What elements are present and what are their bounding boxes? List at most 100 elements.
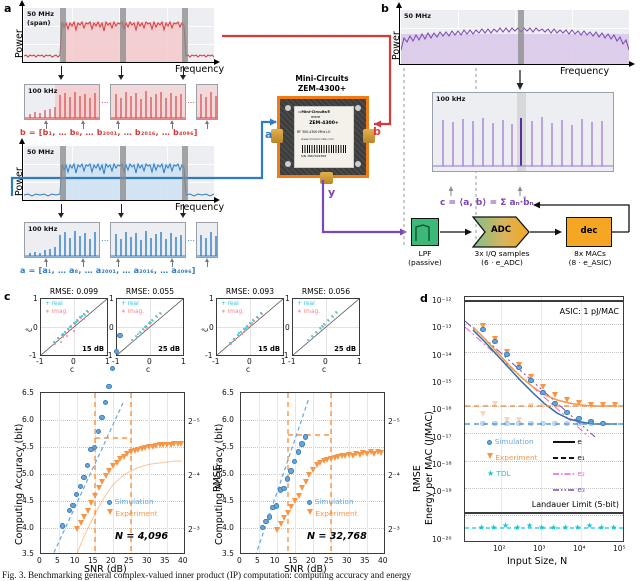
scatter-1-xtick-right: 1 bbox=[105, 357, 110, 366]
scatter-1-ytick-top: 1 bbox=[33, 294, 38, 303]
scatter-3-xlabel: c bbox=[246, 365, 251, 374]
panel-b-xlabel: Frequency bbox=[560, 66, 610, 77]
chart-1-ytick-5: 6.0 bbox=[22, 415, 34, 424]
chart-2-ylabel: Computing Accuracy (bit) bbox=[214, 423, 225, 545]
chart-2-xtick-2: 10 bbox=[270, 556, 280, 565]
panel-a-bottom-xlabel: Frequency bbox=[175, 202, 225, 213]
chart-2-xtick-6: 30 bbox=[342, 556, 352, 565]
chart-2-y2label: RMSE bbox=[412, 465, 423, 492]
panel-a-zoom-box-1: 100 kHz bbox=[24, 84, 100, 120]
chart-2-ytick-4: 5.5 bbox=[222, 442, 234, 451]
scatter-4-xtick-mid: 0 bbox=[323, 357, 328, 366]
scatter-plot-2: + real ∗ imag. 25 dB bbox=[116, 298, 184, 356]
chart-2-ytick-1: 4.0 bbox=[222, 523, 234, 532]
panel-a-zoom-tag: 100 kHz bbox=[28, 87, 58, 95]
device-label-url: www.minicircuits.com bbox=[301, 137, 334, 141]
panel-a-bottom-span-tag: 50 MHz bbox=[27, 148, 54, 156]
chart-1-ytick-2: 4.5 bbox=[22, 496, 34, 505]
adc-sub2: (6 · e_ADC) bbox=[481, 258, 523, 267]
panel-d-legend-e2: e₂ bbox=[577, 469, 585, 478]
panel-d-xtick-2: 10⁴ bbox=[573, 544, 586, 553]
scatter-2-legend-imag: ∗ imag. bbox=[121, 309, 145, 315]
device-label-freq: RF 300-4300 MHz LO bbox=[297, 130, 331, 134]
chart-2-xtick-7: 35 bbox=[360, 556, 370, 565]
panel-c-letter: c bbox=[4, 290, 11, 303]
scatter-4-legend-real: + real bbox=[297, 301, 315, 307]
scatter-2-legend-real: + real bbox=[121, 301, 139, 307]
chart-2-y2tick-2: 2⁻⁵ bbox=[388, 417, 400, 426]
device-model: ZEM-4300+ bbox=[297, 84, 347, 93]
panel-a-top-span-tag: 50 MHz bbox=[27, 10, 54, 18]
scatter-1-snr-tag: 15 dB bbox=[82, 345, 104, 353]
vector-a-formula: a = [a₁, … a₈, … a₂₀₀₁, … a₂₀₁₆, … a₄₀₉₆… bbox=[20, 266, 196, 275]
scatter-2-xlabel: c bbox=[146, 365, 151, 374]
panel-d-ytick-3: 10⁻¹⁷ bbox=[432, 433, 452, 442]
lpf-block bbox=[411, 218, 439, 246]
scatter-4-ytick-mid: 0 bbox=[285, 323, 290, 332]
panel-d-ytick-4: 10⁻¹⁶ bbox=[432, 405, 452, 414]
dec-caption: 8x MACs (8 · e_ASIC) bbox=[552, 249, 628, 267]
scatter-3-legend-real: + real bbox=[221, 301, 239, 307]
panel-d-ytick-2: 10⁻¹⁸ bbox=[432, 460, 452, 469]
chart-1-ytick-6: 6.5 bbox=[22, 388, 34, 397]
scatter-4-xtick-right: 1 bbox=[357, 357, 362, 366]
dec-block: dec bbox=[566, 217, 612, 247]
scatter-3-title: RMSE: 0.093 bbox=[225, 287, 275, 296]
ellipsis-a1: ⋯ bbox=[101, 98, 109, 107]
chart-2-ytick-0: 3.5 bbox=[222, 549, 234, 558]
dec-label: dec bbox=[580, 226, 598, 236]
scatter-4-snr-tag: 25 dB bbox=[334, 345, 356, 353]
energy-chart: ★ ★ ★ ★ ★ ★ ★ ★ ★ ★ ★ ★ ASIC: 1 pJ/MAC L… bbox=[464, 296, 624, 542]
panel-d-xlabel: Input Size, N bbox=[507, 556, 568, 567]
chart-2-xlabel: SNR (dB) bbox=[284, 564, 327, 575]
scatter-3-legend-imag: ∗ imag. bbox=[221, 309, 245, 315]
panel-a-zoom-tag-2: 100 kHz bbox=[28, 225, 58, 233]
panel-d-ytick-8: 10⁻¹² bbox=[432, 296, 452, 305]
chart-1-ytick-1: 4.0 bbox=[22, 523, 34, 532]
adc-block: ADC bbox=[472, 216, 530, 248]
chart-2-xtick-4: 20 bbox=[306, 556, 316, 565]
scatter-4-ytick-bot: -1 bbox=[281, 351, 289, 360]
chart-1-xtick-0: 0 bbox=[37, 556, 42, 565]
chart-1-ylabel: Computing Accuracy (bit) bbox=[14, 423, 25, 545]
chart-1-ytick-3: 5.0 bbox=[22, 469, 34, 478]
panel-a-zoom-box-5 bbox=[110, 222, 186, 258]
scatter-4-title: RMSE: 0.056 bbox=[301, 287, 351, 296]
chart-2-xtick-0: 0 bbox=[237, 556, 242, 565]
chart-1-xtick-8: 40 bbox=[178, 556, 188, 565]
dec-sub2: (8 · e_ASIC) bbox=[568, 258, 612, 267]
chart-1-legend-sim: Simulation bbox=[114, 497, 154, 506]
chart-2-ytick-6: 6.5 bbox=[222, 388, 234, 397]
scatter-2-ytick-mid: 0 bbox=[109, 323, 114, 332]
scatter-3-ytick-bot: -1 bbox=[205, 351, 213, 360]
panel-d-legend-e1: e₁ bbox=[577, 453, 585, 462]
down-arrow-stem bbox=[61, 66, 63, 76]
scatter-3-ytick-mid: 0 bbox=[209, 323, 214, 332]
panel-a-zoom-box-3 bbox=[196, 84, 218, 120]
device-label-sn: S/N 1867402308 bbox=[301, 154, 327, 158]
scatter-1-xtick-left: -1 bbox=[36, 357, 44, 366]
scatter-3-ytick-top: 1 bbox=[209, 294, 214, 303]
lpf-label: LPF bbox=[418, 249, 432, 258]
accuracy-chart-2: Simulation Experiment N = 32,768 bbox=[240, 392, 385, 554]
panel-a-letter: a bbox=[4, 2, 12, 15]
scatter-2-snr-tag: 25 dB bbox=[158, 345, 180, 353]
panel-d-legend-e3: e₃ bbox=[577, 485, 585, 494]
panel-d-legend-tdl: TDL bbox=[496, 469, 511, 478]
scatter-3-xtick-right: 1 bbox=[281, 357, 286, 366]
port-b-label: b bbox=[373, 125, 381, 138]
panel-d-xtick-3: 10⁵ bbox=[613, 544, 626, 553]
ellipsis-a2: ⋯ bbox=[187, 98, 195, 107]
chart-2-legend-exp: Experiment bbox=[315, 509, 358, 518]
scatter-1-xlabel: c bbox=[70, 365, 75, 374]
accuracy-chart-1: Simulation Experiment N = 4,096 bbox=[40, 333, 185, 554]
scatter-1-ytick-bot: -1 bbox=[29, 351, 37, 360]
panel-a-top-span-sub: (span) bbox=[27, 19, 51, 27]
scatter-3-xtick-left: -1 bbox=[212, 357, 220, 366]
panel-a-zoom-box-2 bbox=[110, 84, 186, 120]
adc-label: ADC bbox=[490, 225, 512, 235]
scatter-4-ytick-top: 1 bbox=[285, 294, 290, 303]
panel-b-zoom-box: 100 kHz bbox=[432, 92, 614, 172]
chart-1-ytick-4: 5.5 bbox=[22, 442, 34, 451]
port-a-label: a bbox=[265, 128, 273, 141]
